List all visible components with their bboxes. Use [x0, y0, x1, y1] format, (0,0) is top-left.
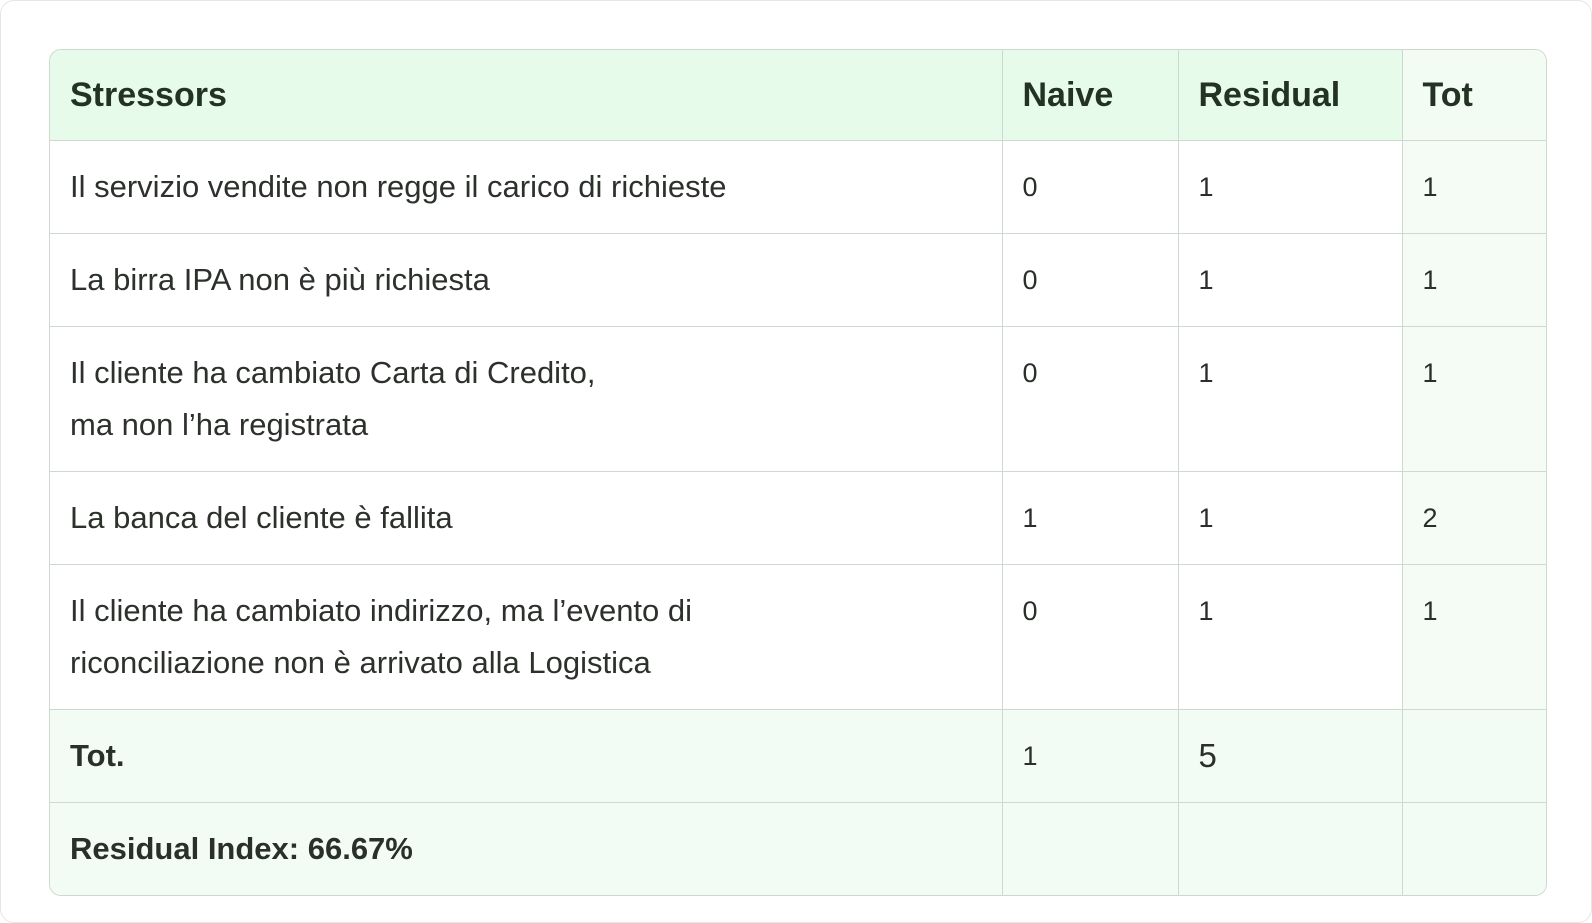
stressors-table: Stressors Naive Residual Tot Il servizio… [50, 50, 1546, 895]
stressor-cell: Il cliente ha cambiato Carta di Credito,… [50, 326, 1003, 472]
table-row: Il servizio vendite non regge il carico … [50, 140, 1546, 234]
naive-cell: 0 [1002, 326, 1179, 472]
stressor-cell: Il cliente ha cambiato indirizzo, ma l’e… [50, 564, 1003, 710]
tot-cell: 2 [1402, 471, 1546, 565]
stressor-cell: La banca del cliente è fallita [50, 471, 1003, 565]
residual-index-row: Residual Index: 66.67% [50, 802, 1546, 895]
total-row: Tot. 1 5 [50, 709, 1546, 803]
total-label: Tot. [50, 709, 1003, 803]
empty-cell [1178, 802, 1403, 895]
empty-cell [1002, 802, 1179, 895]
header-residual: Residual [1178, 50, 1403, 141]
stressor-line: Il cliente ha cambiato Carta di Credito, [70, 355, 596, 390]
total-naive: 1 [1002, 709, 1179, 803]
tot-cell: 1 [1402, 564, 1546, 710]
table-header-row: Stressors Naive Residual Tot [50, 50, 1546, 141]
residual-cell: 1 [1178, 140, 1403, 234]
naive-cell: 0 [1002, 140, 1179, 234]
header-stressors: Stressors [50, 50, 1003, 141]
naive-cell: 1 [1002, 471, 1179, 565]
stressor-line: ma non l’ha registrata [70, 407, 369, 442]
tot-cell: 1 [1402, 140, 1546, 234]
naive-cell: 0 [1002, 564, 1179, 710]
stressors-table-container: Stressors Naive Residual Tot Il servizio… [49, 49, 1547, 896]
tot-cell: 1 [1402, 326, 1546, 472]
header-naive: Naive [1002, 50, 1179, 141]
empty-cell [1402, 802, 1546, 895]
stressor-line: Il servizio vendite non regge il carico … [70, 169, 727, 204]
table-row: Il cliente ha cambiato indirizzo, ma l’e… [50, 564, 1546, 710]
residual-cell: 1 [1178, 564, 1403, 710]
total-residual: 5 [1178, 709, 1403, 803]
header-tot: Tot [1402, 50, 1546, 141]
table-row: Il cliente ha cambiato Carta di Credito,… [50, 326, 1546, 472]
residual-cell: 1 [1178, 326, 1403, 472]
residual-index-label: Residual Index: 66.67% [50, 802, 1003, 895]
table-row: La banca del cliente è fallita 1 1 2 [50, 471, 1546, 565]
residual-cell: 1 [1178, 233, 1403, 327]
stressor-line: La banca del cliente è fallita [70, 500, 453, 535]
table-row: La birra IPA non è più richiesta 0 1 1 [50, 233, 1546, 327]
naive-cell: 0 [1002, 233, 1179, 327]
stressor-line: riconciliazione non è arrivato alla Logi… [70, 645, 651, 680]
stressor-cell: La birra IPA non è più richiesta [50, 233, 1003, 327]
total-tot [1402, 709, 1546, 803]
tot-cell: 1 [1402, 233, 1546, 327]
residual-cell: 1 [1178, 471, 1403, 565]
stressor-line: Il cliente ha cambiato indirizzo, ma l’e… [70, 593, 693, 628]
stressor-line: La birra IPA non è più richiesta [70, 262, 490, 297]
stressor-cell: Il servizio vendite non regge il carico … [50, 140, 1003, 234]
